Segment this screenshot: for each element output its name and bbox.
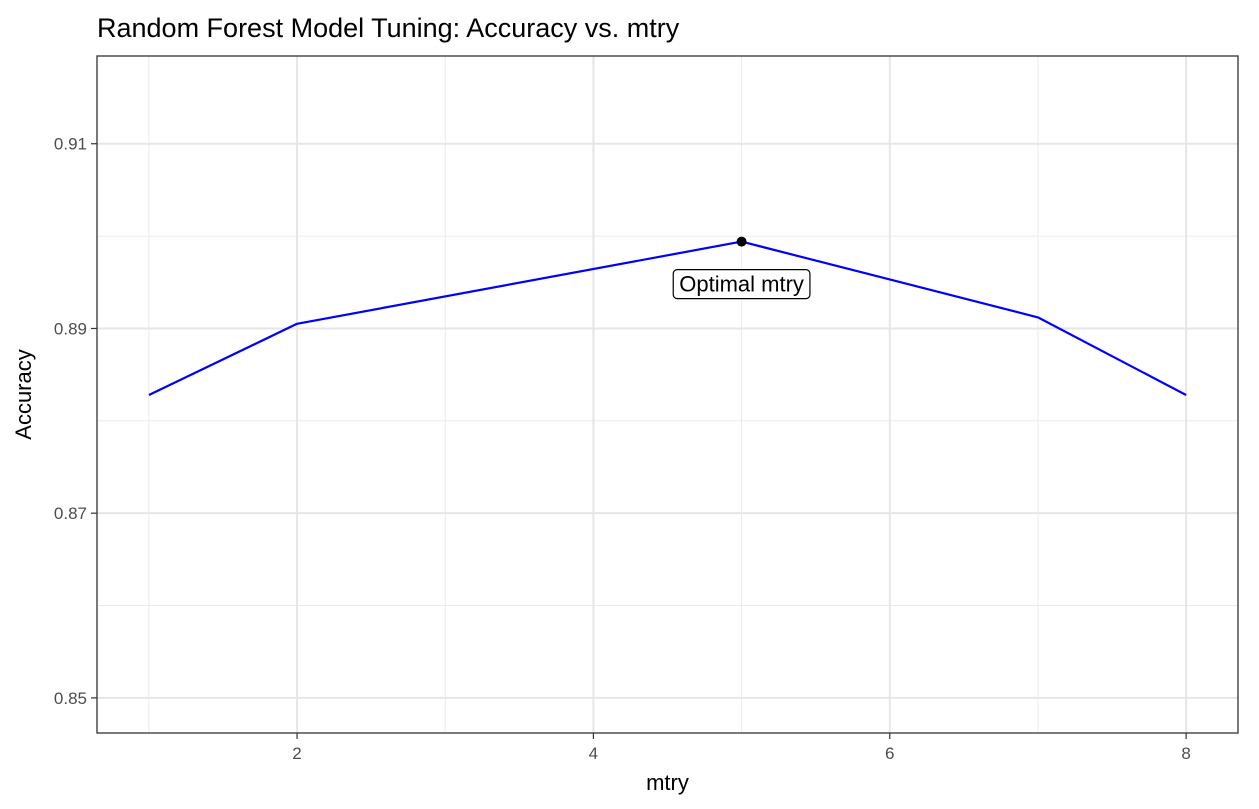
optimal-label: Optimal mtry (672, 269, 811, 300)
optimal-label-box (672, 269, 811, 300)
x-tick-label: 2 (292, 744, 301, 763)
x-tick-label: 6 (885, 744, 894, 763)
x-axis: 2 4 6 8 (292, 733, 1191, 763)
optimal-label-text: Optimal mtry (679, 272, 804, 297)
plot-panel-border (96, 55, 1239, 734)
y-tick-label: 0.91 (54, 135, 87, 154)
x-axis-label: mtry (646, 770, 689, 795)
y-tick-label: 0.87 (54, 504, 87, 523)
highlight-layer: Optimal mtry (672, 236, 811, 300)
chart-title: Random Forest Model Tuning: Accuracy vs.… (97, 13, 680, 43)
optimal-point (736, 236, 747, 247)
x-tick-label: 8 (1181, 744, 1190, 763)
y-axis: 0.85 0.87 0.89 0.91 (54, 135, 97, 708)
y-axis-label: Accuracy (11, 349, 36, 439)
grid-minor (97, 56, 1238, 733)
x-tick-label: 4 (589, 744, 598, 763)
y-tick-label: 0.85 (54, 689, 87, 708)
y-tick-label: 0.89 (54, 319, 87, 338)
